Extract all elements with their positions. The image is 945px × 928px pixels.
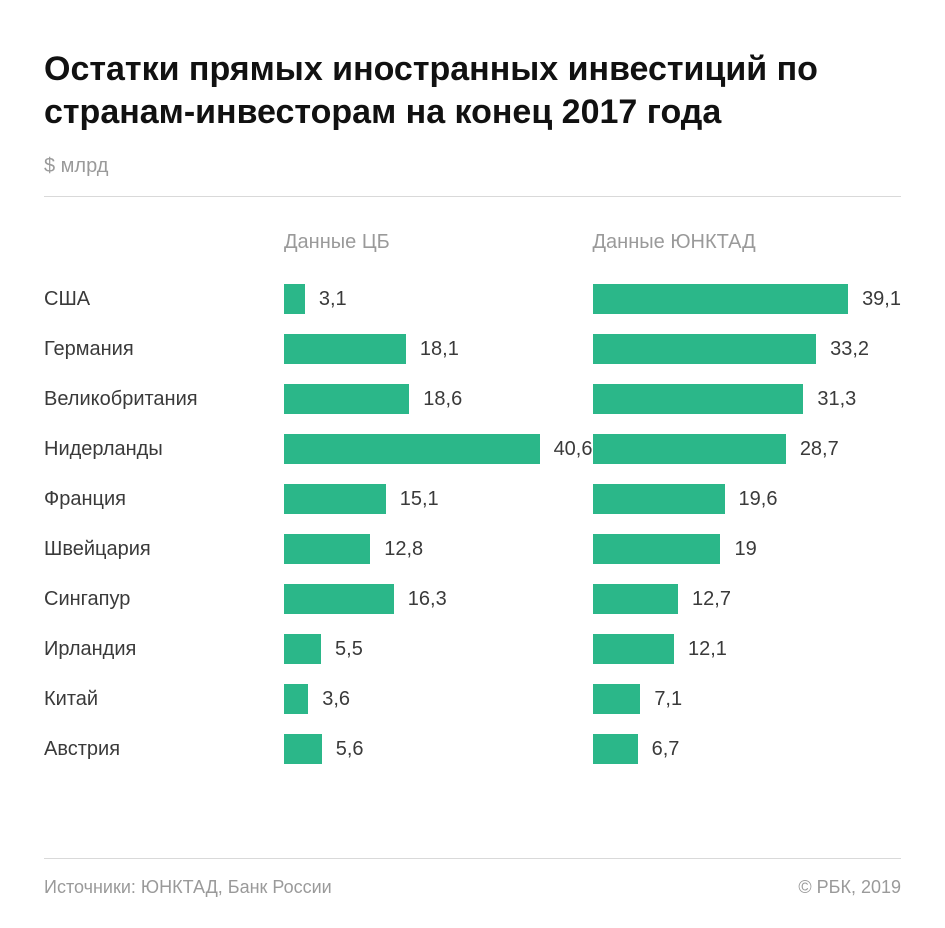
copyright-label: © РБК, 2019 [798, 877, 901, 898]
source-label: Источники: ЮНКТАД, Банк России [44, 877, 332, 898]
category-label: Нидерланды [44, 438, 284, 461]
bar [284, 584, 394, 614]
chart-title: Остатки прямых иностранных инвестиций по… [44, 48, 901, 133]
unit-label: $ млрд [44, 155, 901, 178]
chart-row: Германия 18,1 33,2 [44, 324, 901, 374]
bar-cell: 12,8 [284, 524, 593, 574]
bar [593, 534, 721, 564]
bar-cell: 40,6 [284, 424, 593, 474]
bar-cell: 12,7 [593, 574, 902, 624]
top-divider [44, 196, 901, 197]
chart-row: Китай 3,6 7,1 [44, 674, 901, 724]
bar-value-label: 12,7 [692, 588, 731, 611]
chart-footer: Источники: ЮНКТАД, Банк России © РБК, 20… [44, 877, 901, 898]
bar-cell: 15,1 [284, 474, 593, 524]
bar-cell: 3,1 [284, 274, 593, 324]
bar-cell: 33,2 [593, 324, 902, 374]
bottom-divider [44, 858, 901, 859]
chart-row: Франция 15,1 19,6 [44, 474, 901, 524]
chart-row: Великобритания 18,6 31,3 [44, 374, 901, 424]
category-label: Ирландия [44, 638, 284, 661]
bar-cell: 18,1 [284, 324, 593, 374]
bar-value-label: 40,6 [554, 438, 593, 461]
bar [284, 434, 540, 464]
chart-row: Сингапур 16,3 12,7 [44, 574, 901, 624]
bar-cell: 12,1 [593, 624, 902, 674]
category-label: США [44, 288, 284, 311]
bar-value-label: 28,7 [800, 438, 839, 461]
series-header-1: Данные ЦБ [284, 231, 593, 254]
bar-value-label: 19,6 [739, 488, 778, 511]
chart-row: Ирландия 5,5 12,1 [44, 624, 901, 674]
category-label: Китай [44, 688, 284, 711]
bar-cell: 5,6 [284, 724, 593, 774]
bar-value-label: 3,6 [322, 688, 350, 711]
bar-cell: 7,1 [593, 674, 902, 724]
bar-cell: 28,7 [593, 424, 902, 474]
bar-value-label: 39,1 [862, 288, 901, 311]
category-label: Германия [44, 338, 284, 361]
bar-value-label: 7,1 [654, 688, 682, 711]
category-label: Сингапур [44, 588, 284, 611]
chart-row: Нидерланды 40,6 28,7 [44, 424, 901, 474]
bar-cell: 31,3 [593, 374, 902, 424]
bar-value-label: 18,6 [423, 388, 462, 411]
bar-cell: 5,5 [284, 624, 593, 674]
bar-cell: 19,6 [593, 474, 902, 524]
bar-value-label: 33,2 [830, 338, 869, 361]
series-header-2: Данные ЮНКТАД [593, 231, 902, 254]
bar [284, 534, 370, 564]
bar [284, 284, 305, 314]
category-label: Швейцария [44, 538, 284, 561]
bar-value-label: 16,3 [408, 588, 447, 611]
bar-cell: 16,3 [284, 574, 593, 624]
bar-value-label: 6,7 [652, 738, 680, 761]
bar-value-label: 15,1 [400, 488, 439, 511]
bar [284, 684, 308, 714]
bar-value-label: 3,1 [319, 288, 347, 311]
bar-value-label: 18,1 [420, 338, 459, 361]
bar-cell: 39,1 [593, 274, 902, 324]
bar [593, 584, 679, 614]
bar [593, 484, 725, 514]
bar-value-label: 5,6 [336, 738, 364, 761]
bar-value-label: 12,1 [688, 638, 727, 661]
bar [284, 634, 321, 664]
bar [593, 634, 675, 664]
bar [593, 734, 638, 764]
bar-cell: 3,6 [284, 674, 593, 724]
bar [593, 434, 786, 464]
bar-cell: 6,7 [593, 724, 902, 774]
bar [284, 334, 406, 364]
bar [593, 384, 804, 414]
bar-cell: 18,6 [284, 374, 593, 424]
bar-value-label: 12,8 [384, 538, 423, 561]
bar [284, 734, 322, 764]
chart-row: Австрия 5,6 6,7 [44, 724, 901, 774]
bar [593, 284, 849, 314]
category-label: Австрия [44, 738, 284, 761]
bar [284, 484, 386, 514]
bar-value-label: 5,5 [335, 638, 363, 661]
chart-row: Швейцария 12,8 19 [44, 524, 901, 574]
bar [284, 384, 409, 414]
chart-row: США 3,1 39,1 [44, 274, 901, 324]
series-headers: Данные ЦБ Данные ЮНКТАД [44, 231, 901, 254]
category-label: Франция [44, 488, 284, 511]
category-label: Великобритания [44, 388, 284, 411]
bar-value-label: 19 [734, 538, 756, 561]
chart-rows: США 3,1 39,1 Германия 18,1 33,2 Великобритания… [44, 274, 901, 858]
bar [593, 684, 641, 714]
bar [593, 334, 817, 364]
bar-cell: 19 [593, 524, 902, 574]
bar-value-label: 31,3 [817, 388, 856, 411]
